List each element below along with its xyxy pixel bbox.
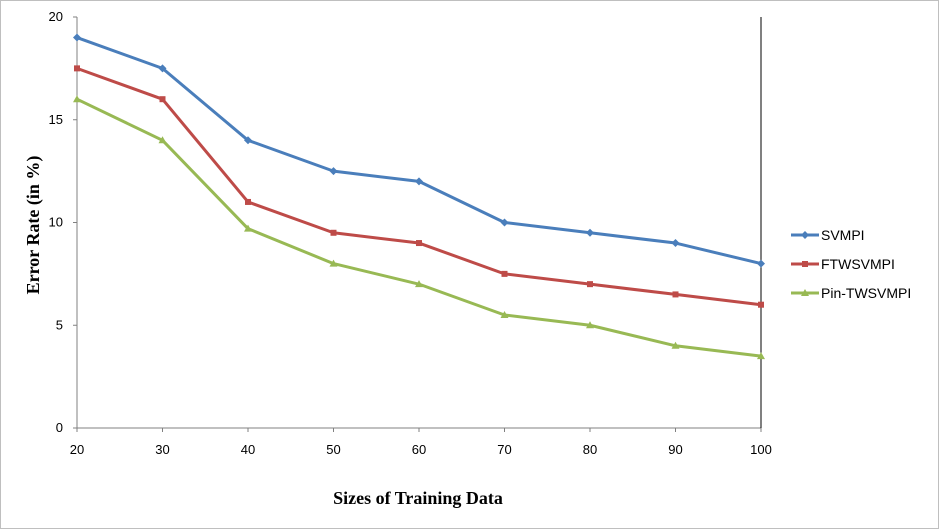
- data-point-pin-twsvmpi-30: [158, 136, 167, 144]
- x-tick-label-40: 40: [241, 442, 255, 457]
- data-point-svmpi-40: [244, 136, 252, 145]
- y-tick-label-15: 15: [49, 112, 63, 127]
- data-point-svmpi-60: [415, 177, 423, 186]
- legend-marker-pin-twsvmpi: [801, 289, 809, 296]
- data-point-pin-twsvmpi-100: [757, 352, 765, 360]
- x-tick-label-50: 50: [326, 442, 340, 457]
- x-tick-label-60: 60: [412, 442, 426, 457]
- data-point-pin-twsvmpi-50: [329, 259, 338, 267]
- x-tick-label-20: 20: [70, 442, 84, 457]
- x-tick-label-80: 80: [583, 442, 597, 457]
- series-line-ftwsvmpi: [76, 66, 762, 307]
- legend-label-pin-twsvmpi: Pin-TWSVMPI: [821, 285, 911, 301]
- data-point-svmpi-30: [158, 64, 167, 73]
- series-line-pin-twsvmpi: [76, 97, 762, 358]
- data-point-pin-twsvmpi-90: [671, 341, 680, 349]
- data-point-pin-twsvmpi-20: [73, 95, 81, 103]
- data-point-ftwsvmpi-80: [587, 281, 593, 288]
- data-point-pin-twsvmpi-80: [586, 321, 594, 329]
- legend-label-ftwsvmpi: FTWSVMPI: [821, 256, 895, 272]
- data-point-ftwsvmpi-70: [501, 270, 508, 277]
- data-point-ftwsvmpi-100: [758, 301, 764, 308]
- data-point-svmpi-80: [586, 228, 594, 237]
- data-point-ftwsvmpi-50: [330, 229, 337, 236]
- data-point-pin-twsvmpi-60: [415, 280, 423, 288]
- y-axis-title: Error Rate (in %): [23, 156, 44, 295]
- x-tick-label-90: 90: [668, 442, 682, 457]
- data-point-svmpi-70: [500, 218, 509, 227]
- data-point-ftwsvmpi-30: [159, 96, 166, 103]
- data-point-ftwsvmpi-40: [245, 198, 251, 205]
- y-tick-label-20: 20: [49, 9, 63, 24]
- x-tick-label-70: 70: [497, 442, 511, 457]
- series-line-svmpi: [76, 36, 762, 266]
- data-point-ftwsvmpi-20: [74, 65, 80, 72]
- x-tick-label-100: 100: [750, 442, 772, 457]
- legend-marker-ftwsvmpi: [802, 261, 808, 267]
- legend-marker-svmpi: [801, 231, 809, 239]
- x-axis-title: Sizes of Training Data: [333, 488, 503, 508]
- data-point-pin-twsvmpi-40: [244, 224, 252, 232]
- data-point-svmpi-50: [329, 167, 338, 176]
- y-tick-label-0: 0: [56, 420, 63, 435]
- data-point-ftwsvmpi-90: [672, 291, 679, 298]
- data-point-ftwsvmpi-60: [416, 240, 422, 247]
- data-point-svmpi-90: [671, 239, 680, 248]
- data-point-svmpi-100: [757, 259, 765, 268]
- x-tick-label-30: 30: [155, 442, 169, 457]
- data-point-svmpi-20: [73, 33, 81, 42]
- y-tick-label-5: 5: [56, 317, 63, 332]
- data-point-pin-twsvmpi-70: [500, 310, 509, 318]
- y-tick-label-10: 10: [49, 215, 63, 230]
- legend-label-svmpi: SVMPI: [821, 227, 865, 243]
